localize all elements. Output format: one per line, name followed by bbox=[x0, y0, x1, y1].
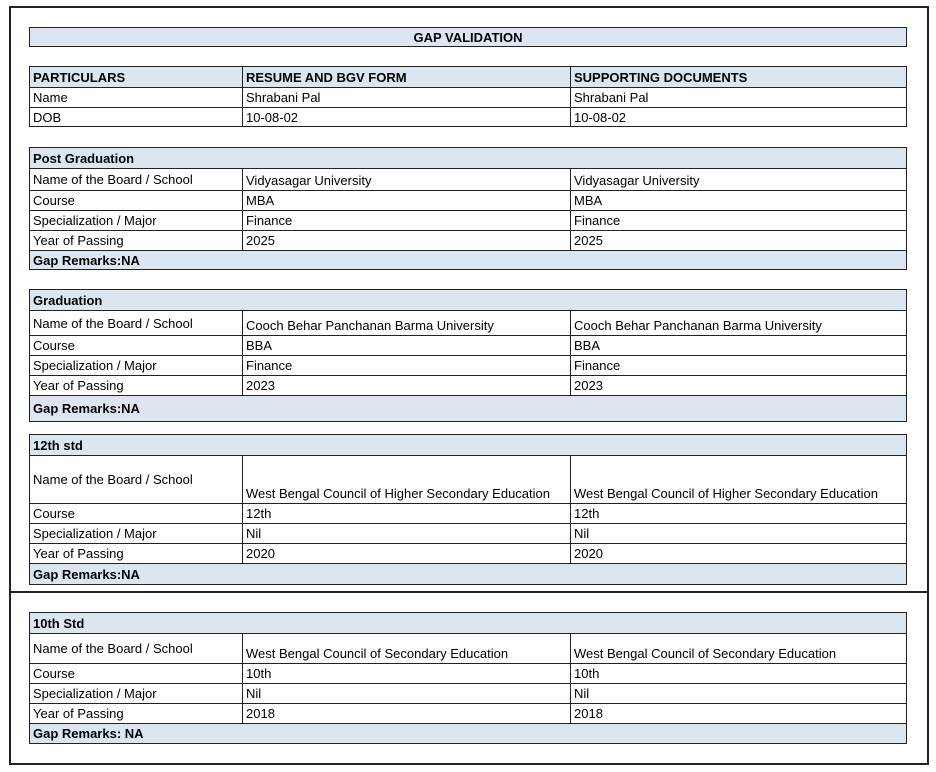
section-row-value: 2018 bbox=[570, 703, 907, 724]
section-row-value: 12th bbox=[242, 503, 571, 524]
section-row-label: Name of the Board / School bbox=[29, 168, 243, 191]
section-row-value: Nil bbox=[242, 523, 571, 544]
frame bbox=[927, 6, 929, 765]
section-row-label: Name of the Board / School bbox=[29, 455, 243, 504]
personal-row-label: Name bbox=[29, 87, 243, 108]
section-row-value: Finance bbox=[570, 355, 907, 376]
section-row-value: 2023 bbox=[570, 375, 907, 396]
section-row-label: Course bbox=[29, 663, 243, 684]
column-header-value: RESUME AND BGV FORM bbox=[242, 66, 571, 88]
section-row-value: 2025 bbox=[570, 230, 907, 251]
section-row-value: Finance bbox=[242, 210, 571, 231]
gap-remarks: Gap Remarks:NA bbox=[29, 395, 907, 422]
frame bbox=[9, 6, 929, 8]
section-row-value: 2025 bbox=[242, 230, 571, 251]
gap-remarks: Gap Remarks:NA bbox=[29, 250, 907, 270]
section-row-label: Course bbox=[29, 335, 243, 356]
section-row-value: West Bengal Council of Secondary Educati… bbox=[570, 633, 907, 664]
section-row-label: Specialization / Major bbox=[29, 523, 243, 544]
section-row-label: Specialization / Major bbox=[29, 683, 243, 704]
gap-remarks: Gap Remarks: NA bbox=[29, 723, 907, 744]
section-row-value: 2023 bbox=[242, 375, 571, 396]
section-row-value: Vidyasagar University bbox=[570, 168, 907, 191]
section-row-value: Nil bbox=[570, 683, 907, 704]
section-row-label: Year of Passing bbox=[29, 230, 243, 251]
section-row-value: Nil bbox=[242, 683, 571, 704]
section-row-label: Specialization / Major bbox=[29, 210, 243, 231]
section-row-value: 12th bbox=[570, 503, 907, 524]
section-title: 12th std bbox=[29, 434, 907, 456]
section-row-value: Vidyasagar University bbox=[242, 168, 571, 191]
personal-row-value: Shrabani Pal bbox=[570, 87, 907, 108]
section-row-label: Name of the Board / School bbox=[29, 633, 243, 664]
section-row-value: MBA bbox=[242, 190, 571, 211]
page-break bbox=[9, 591, 929, 593]
personal-row-value: 10-08-02 bbox=[242, 107, 571, 127]
gap-remarks: Gap Remarks:NA bbox=[29, 563, 907, 585]
section-row-value: Finance bbox=[242, 355, 571, 376]
section-row-value: 10th bbox=[570, 663, 907, 684]
section-row-value: BBA bbox=[242, 335, 571, 356]
section-row-value: West Bengal Council of Secondary Educati… bbox=[242, 633, 571, 664]
section-row-value: 2020 bbox=[242, 543, 571, 564]
frame bbox=[9, 6, 11, 765]
section-row-label: Name of the Board / School bbox=[29, 310, 243, 336]
section-title: Post Graduation bbox=[29, 147, 907, 169]
section-row-value: 2020 bbox=[570, 543, 907, 564]
section-row-label: Course bbox=[29, 190, 243, 211]
section-row-value: 10th bbox=[242, 663, 571, 684]
section-row-label: Specialization / Major bbox=[29, 355, 243, 376]
section-row-value: Cooch Behar Panchanan Barma University bbox=[570, 310, 907, 336]
section-row-value: MBA bbox=[570, 190, 907, 211]
column-header-label: PARTICULARS bbox=[29, 66, 243, 88]
column-header-value: SUPPORTING DOCUMENTS bbox=[570, 66, 907, 88]
section-row-value: West Bengal Council of Higher Secondary … bbox=[570, 455, 907, 504]
personal-row-label: DOB bbox=[29, 107, 243, 127]
section-row-value: BBA bbox=[570, 335, 907, 356]
title: GAP VALIDATION bbox=[29, 27, 907, 47]
section-row-value: Nil bbox=[570, 523, 907, 544]
section-title: Graduation bbox=[29, 289, 907, 311]
section-row-value: Cooch Behar Panchanan Barma University bbox=[242, 310, 571, 336]
section-row-label: Course bbox=[29, 503, 243, 524]
section-row-value: West Bengal Council of Higher Secondary … bbox=[242, 455, 571, 504]
section-title: 10th Std bbox=[29, 612, 907, 634]
section-row-label: Year of Passing bbox=[29, 543, 243, 564]
section-row-value: 2018 bbox=[242, 703, 571, 724]
section-row-label: Year of Passing bbox=[29, 375, 243, 396]
personal-row-value: 10-08-02 bbox=[570, 107, 907, 127]
frame bbox=[9, 763, 929, 765]
section-row-value: Finance bbox=[570, 210, 907, 231]
section-row-label: Year of Passing bbox=[29, 703, 243, 724]
personal-row-value: Shrabani Pal bbox=[242, 87, 571, 108]
